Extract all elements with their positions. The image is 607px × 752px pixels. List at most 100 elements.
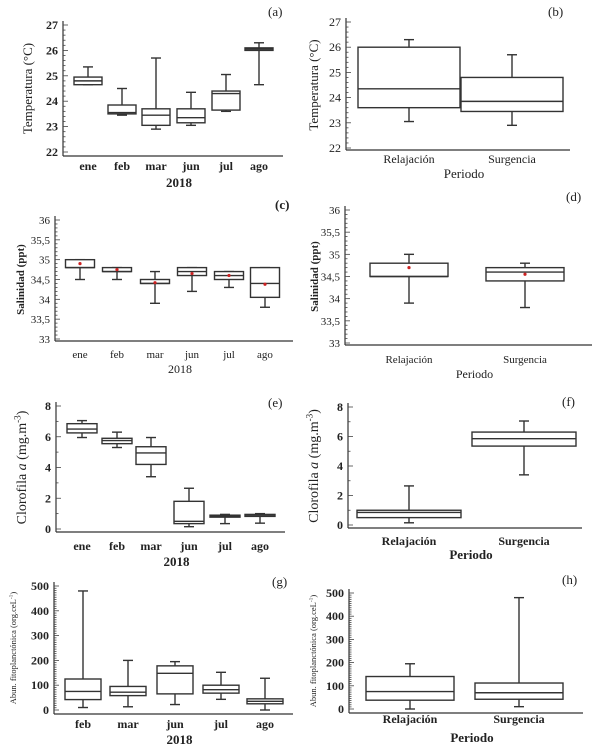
y-tick-label: 36 [39, 215, 51, 227]
box-relajación [357, 38, 461, 123]
x-category-label: feb [114, 159, 130, 173]
x-category-label: ene [79, 159, 97, 173]
x-axis-title: Periodo [450, 730, 493, 745]
y-tick-label: 100 [31, 678, 49, 692]
box-jul [202, 671, 240, 701]
box-feb [101, 431, 133, 449]
x-axis-title: 2018 [166, 175, 193, 190]
x-category-label: ago [250, 159, 268, 173]
box-relajación [369, 253, 449, 304]
iqr-box [474, 682, 564, 700]
y-axis-title: Temperatura (°C) [306, 39, 321, 130]
y-tick-label: 6 [337, 430, 343, 444]
box-jul [209, 513, 241, 525]
iqr-box [357, 46, 461, 109]
x-category-label: jun [184, 349, 200, 361]
y-axis-title-part: ) [15, 410, 30, 415]
y-axis-title: Salinidad (ppt) [15, 244, 27, 315]
y-tick-label: 4 [337, 459, 343, 473]
box-surgencia [460, 54, 564, 127]
panel-e: 0 2 4 6 8 ene feb mar jun jul ago 2018 Clorofila a (… [12, 395, 285, 569]
x-category-label: Relajación [385, 354, 433, 366]
box-surgencia [471, 420, 577, 476]
x-category-label: feb [75, 717, 91, 731]
y-tick-label: 0 [45, 522, 51, 536]
y-tick-label: 2 [337, 489, 343, 503]
y-axis-title-part: Abun. fitoplanctónica (org.ceL [8, 599, 18, 704]
panel-label: (f) [562, 394, 575, 409]
y-tick-label: 34,5 [321, 272, 341, 284]
mean-marker [153, 281, 157, 285]
x-axis-title: Periodo [456, 367, 493, 381]
box-feb [107, 87, 137, 116]
x-category-label: mar [145, 159, 167, 173]
mean-marker [78, 262, 82, 266]
box-surgencia [485, 262, 565, 309]
y-axis-title-part: ) [8, 592, 18, 595]
box-ago [244, 512, 276, 524]
y-axis-title: Clorofila a (mg.m-3) [12, 410, 30, 524]
x-axis-title: Periodo [449, 547, 492, 562]
iqr-box [156, 665, 194, 695]
panel-f: 0 2 4 6 8 Relajación Surgencia Periodo Clorofila… [304, 394, 582, 562]
y-axis-title: Salinidad (ppt) [309, 241, 321, 312]
y-tick-label: 34,5 [31, 275, 51, 287]
box-jun [176, 91, 206, 127]
y-tick-label: 35 [39, 255, 51, 267]
box-relajación [356, 485, 462, 524]
y-tick-label: 26 [46, 43, 58, 57]
y-tick-label: 26 [329, 40, 341, 54]
y-axis-title: Temperatura (°C) [20, 43, 35, 134]
box-ago [249, 266, 281, 308]
y-tick-label: 200 [31, 653, 49, 667]
panel-label: (g) [272, 574, 287, 589]
y-axis-title-part: -1 [309, 597, 315, 602]
iqr-box [107, 104, 137, 115]
y-tick-label: 23 [46, 120, 58, 134]
box-jul [213, 270, 245, 289]
y-tick-label: 22 [46, 145, 58, 159]
x-category-label: Relajación [383, 152, 434, 166]
box-jun [173, 487, 205, 528]
panel-label: (d) [566, 189, 581, 204]
x-category-label: Surgencia [488, 152, 536, 166]
panel-d: 33 33,5 34 34,5 35 35,5 36 Relajación Surgencia P… [309, 189, 592, 381]
y-tick-label: 24 [329, 91, 341, 105]
iqr-box [66, 422, 98, 434]
mean-marker [227, 273, 231, 278]
x-axis-title: 2018 [167, 732, 194, 747]
y-tick-label: 6 [45, 430, 51, 444]
iqr-box [356, 509, 462, 519]
x-category-label: Surgencia [498, 534, 549, 548]
iqr-box [365, 675, 455, 701]
x-axis-title: 2018 [168, 362, 192, 376]
y-tick-label: 24 [46, 94, 58, 108]
box-jun [176, 266, 208, 293]
iqr-box [173, 500, 205, 525]
y-axis-title-part: -3 [304, 413, 314, 421]
x-axis-title: 2018 [164, 554, 191, 569]
x-category-label: ago [251, 539, 269, 553]
y-tick-label: 4 [45, 461, 51, 475]
mean-marker [523, 272, 527, 276]
box-jun [156, 660, 194, 706]
y-tick-label: 36 [329, 205, 341, 217]
y-axis-title-part: Clorofila [15, 470, 30, 524]
y-tick-label: 25 [46, 69, 58, 83]
iqr-box [109, 685, 147, 697]
y-axis-title-part: a [307, 462, 322, 469]
panel-g: 0 100 200 300 400 500 feb mar jun jul ago 2018 Abun.… [8, 574, 293, 747]
iqr-box [64, 678, 102, 701]
y-tick-label: 0 [43, 703, 49, 717]
y-tick-label: 33 [329, 338, 341, 350]
y-axis-title-part: Abun. fitoplanctónica (org.ceL [308, 602, 318, 707]
y-tick-label: 34 [329, 294, 341, 306]
y-axis-title: Abun. fitoplanctónica (org.ceL-1) [308, 595, 318, 708]
x-category-label: jul [217, 539, 233, 553]
y-tick-label: 35,5 [31, 235, 51, 247]
y-tick-label: 500 [31, 579, 49, 593]
iqr-box [460, 76, 564, 113]
box-ago [244, 42, 274, 86]
panel-label: (h) [562, 572, 577, 587]
